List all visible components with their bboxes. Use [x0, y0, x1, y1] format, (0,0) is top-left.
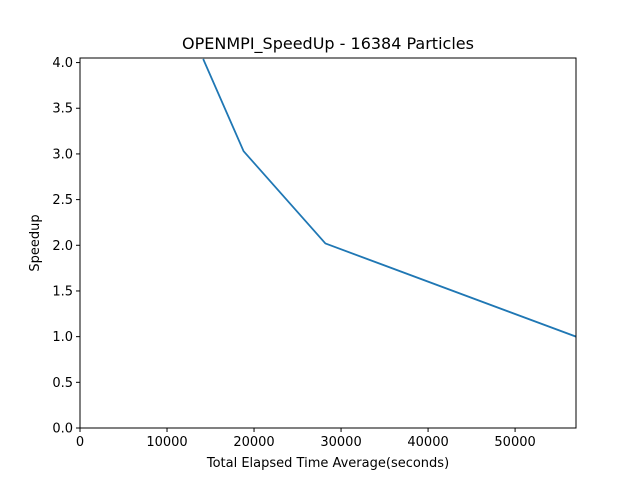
y-tick-label: 3.5	[52, 102, 73, 117]
x-tick-label: 10000	[146, 435, 187, 450]
plot-frame	[79, 57, 577, 429]
y-tick-label: 0.0	[52, 422, 73, 437]
chart-title: OPENMPI_SpeedUp - 16384 Particles	[182, 34, 474, 54]
y-tick-label: 1.0	[52, 330, 73, 345]
series-layer	[202, 58, 576, 338]
y-tick-label: 3.0	[52, 147, 73, 162]
x-tick-label: 50000	[494, 435, 535, 450]
x-axis-label: Total Elapsed Time Average(seconds)	[206, 456, 449, 471]
series-line-0	[202, 58, 576, 338]
x-axis-ticks: 0 10000 20000 30000 40000 50000	[76, 428, 536, 450]
y-tick-label: 4.0	[52, 56, 73, 71]
y-tick-label: 1.5	[52, 284, 73, 299]
y-tick-label: 2.5	[52, 193, 73, 208]
y-tick-label: 2.0	[52, 239, 73, 254]
x-tick-label: 0	[76, 435, 84, 450]
y-axis-ticks: 0.0 0.5 1.0 1.5 2.0 2.5 3.0 3.5 4.0	[52, 56, 80, 437]
y-axis-label: Speedup	[28, 214, 43, 271]
x-tick-label: 40000	[407, 435, 448, 450]
x-tick-label: 20000	[233, 435, 274, 450]
y-tick-label: 0.5	[52, 376, 73, 391]
x-tick-label: 30000	[320, 435, 361, 450]
